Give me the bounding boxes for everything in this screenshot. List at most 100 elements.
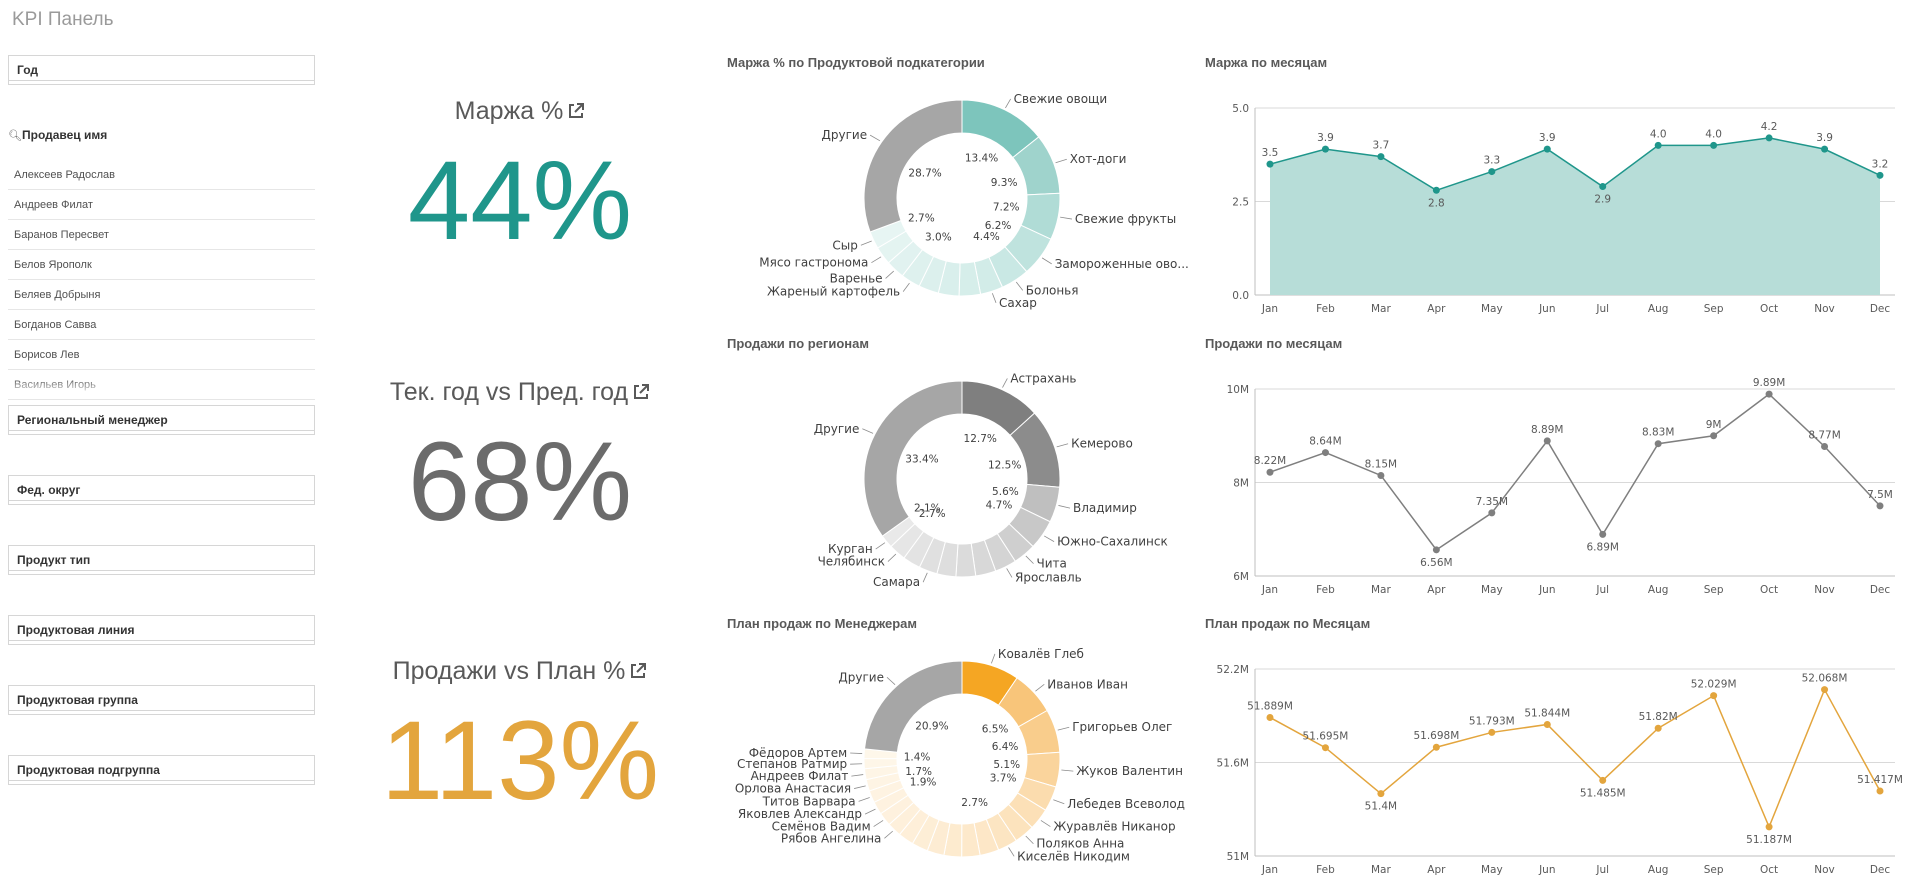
external-link-icon[interactable] bbox=[632, 379, 650, 408]
list-item[interactable]: Алексеев Радослав bbox=[8, 160, 315, 190]
data-label: 8.89M bbox=[1531, 424, 1563, 436]
donut-margin-chart[interactable]: 13.4% Свежие овощи 9.3% Хот-доги 7.2% Свежие … bbox=[727, 80, 1197, 315]
donut-slice[interactable] bbox=[863, 380, 963, 537]
y-tick-label: 52.2M bbox=[1217, 664, 1249, 676]
data-point[interactable] bbox=[1266, 468, 1274, 476]
data-point[interactable] bbox=[1710, 141, 1718, 149]
data-point[interactable] bbox=[1599, 530, 1607, 538]
data-point[interactable] bbox=[1321, 145, 1329, 153]
data-point[interactable] bbox=[1432, 743, 1440, 751]
data-point[interactable] bbox=[1876, 787, 1884, 795]
data-point[interactable] bbox=[1543, 720, 1551, 728]
seller-filter-header[interactable]: 🔍︎Продавец имя bbox=[8, 128, 107, 148]
data-point[interactable] bbox=[1765, 823, 1773, 831]
data-point[interactable] bbox=[1321, 744, 1329, 752]
slice-value-label: 5.6% bbox=[992, 486, 1019, 498]
slice-leader-line bbox=[860, 240, 872, 246]
data-label: 52.029M bbox=[1691, 679, 1737, 691]
slice-leader-line bbox=[1015, 281, 1024, 291]
external-link-icon[interactable] bbox=[567, 98, 585, 127]
y-tick-label: 51M bbox=[1227, 851, 1249, 863]
list-item[interactable]: Беляев Добрыня bbox=[8, 280, 315, 310]
x-tick-label: Aug bbox=[1648, 303, 1669, 315]
list-item[interactable]: Белов Ярополк bbox=[8, 250, 315, 280]
list-item[interactable]: Андреев Филат bbox=[8, 190, 315, 220]
data-point[interactable] bbox=[1821, 145, 1829, 153]
data-point[interactable] bbox=[1821, 443, 1829, 451]
area-margin-chart[interactable]: 0.0 2.5 5.0 Jan Feb Mar Apr May Jun Jul Aug Sep Oct N… bbox=[1205, 80, 1905, 320]
data-point[interactable] bbox=[1321, 449, 1329, 457]
x-tick-label: Mar bbox=[1371, 584, 1391, 596]
y-tick-label: 0.0 bbox=[1232, 290, 1249, 302]
seller-filter-label: Продавец имя bbox=[22, 128, 108, 142]
data-point[interactable] bbox=[1765, 390, 1773, 398]
data-label: 8.15M bbox=[1365, 458, 1397, 470]
data-point[interactable] bbox=[1377, 790, 1385, 798]
data-point[interactable] bbox=[1543, 437, 1551, 445]
donut-managers-chart[interactable]: Ковалёв Глеб 6.5% Иванов Иван 6.4% Григорьев… bbox=[727, 641, 1197, 881]
filter-product-group[interactable]: Продуктовая группа bbox=[8, 685, 315, 715]
x-tick-label: Nov bbox=[1814, 864, 1835, 876]
data-point[interactable] bbox=[1710, 692, 1718, 700]
data-point[interactable] bbox=[1654, 440, 1662, 448]
data-point[interactable] bbox=[1821, 686, 1829, 694]
data-point[interactable] bbox=[1266, 713, 1274, 721]
slice-leader-line bbox=[1005, 98, 1011, 109]
slice-value-label: 6.4% bbox=[992, 741, 1019, 753]
x-tick-label: Nov bbox=[1814, 303, 1835, 315]
slice-label: Другие bbox=[838, 670, 884, 684]
data-point[interactable] bbox=[1377, 471, 1385, 479]
slice-leader-line bbox=[1008, 847, 1015, 857]
data-label: 51.4M bbox=[1365, 801, 1397, 813]
line-sales-chart[interactable]: 6M 8M 10M Jan Feb Mar Apr May Jun Jul Aug Sep Oct Nov… bbox=[1205, 361, 1905, 601]
kpi-yoy-title: Тек. год vs Пред. год bbox=[360, 378, 680, 408]
filter-product-type[interactable]: Продукт тип bbox=[8, 545, 315, 575]
filter-product-line[interactable]: Продуктовая линия bbox=[8, 615, 315, 645]
data-point[interactable] bbox=[1488, 168, 1496, 176]
x-tick-label: Oct bbox=[1760, 303, 1778, 315]
slice-leader-line bbox=[875, 542, 886, 550]
data-point[interactable] bbox=[1377, 153, 1385, 161]
data-point[interactable] bbox=[1432, 546, 1440, 554]
data-point[interactable] bbox=[1710, 432, 1718, 440]
data-point[interactable] bbox=[1543, 145, 1551, 153]
x-tick-label: Jun bbox=[1538, 584, 1555, 596]
data-point[interactable] bbox=[1599, 776, 1607, 784]
data-point[interactable] bbox=[1876, 171, 1884, 179]
data-label: 3.3 bbox=[1483, 155, 1500, 167]
external-link-icon[interactable] bbox=[629, 658, 647, 687]
data-point[interactable] bbox=[1876, 502, 1884, 510]
data-point[interactable] bbox=[1765, 134, 1773, 142]
filter-year[interactable]: Год bbox=[8, 55, 315, 85]
filter-fed-district[interactable]: Фед. округ bbox=[8, 475, 315, 505]
data-label: 2.9 bbox=[1594, 194, 1611, 206]
data-label: 51.889M bbox=[1247, 700, 1293, 712]
list-item[interactable]: Борисов Лев bbox=[8, 340, 315, 370]
data-point[interactable] bbox=[1488, 728, 1496, 736]
kpi-margin: Маржа % 44% bbox=[360, 97, 680, 257]
slice-leader-line bbox=[1060, 216, 1072, 220]
data-label: 51.82M bbox=[1639, 711, 1678, 723]
donut-regions-chart[interactable]: 12.7% Астрахань 12.5% Кемерово 5.6% Владимир 4… bbox=[727, 361, 1197, 596]
data-point[interactable] bbox=[1488, 509, 1496, 517]
data-point[interactable] bbox=[1654, 724, 1662, 732]
data-point[interactable] bbox=[1599, 183, 1607, 191]
area-fill bbox=[1270, 137, 1880, 295]
donut-slice[interactable] bbox=[863, 99, 963, 233]
line-plan-chart[interactable]: 51M 51.6M 52.2M Jan Feb Mar Apr May Jun Jul Aug Sep… bbox=[1205, 641, 1905, 881]
slice-label: Сыр bbox=[832, 238, 857, 252]
donut-slice[interactable] bbox=[863, 660, 963, 753]
data-label: 8.83M bbox=[1642, 427, 1674, 439]
data-point[interactable] bbox=[1432, 186, 1440, 194]
data-point[interactable] bbox=[1266, 160, 1274, 168]
filter-product-subgroup[interactable]: Продуктовая подгруппа bbox=[8, 755, 315, 785]
slice-label: Жареный картофель bbox=[767, 285, 900, 299]
data-point[interactable] bbox=[1654, 141, 1662, 149]
app-title: KPI Панель bbox=[12, 9, 114, 30]
filter-regional-manager[interactable]: Региональный менеджер bbox=[8, 405, 315, 435]
slice-leader-line bbox=[873, 820, 884, 827]
list-item[interactable]: Баранов Пересвет bbox=[8, 220, 315, 250]
slice-leader-line bbox=[854, 785, 866, 789]
kpi-plan-title: Продажи vs План % bbox=[360, 657, 680, 687]
list-item[interactable]: Богданов Савва bbox=[8, 310, 315, 340]
